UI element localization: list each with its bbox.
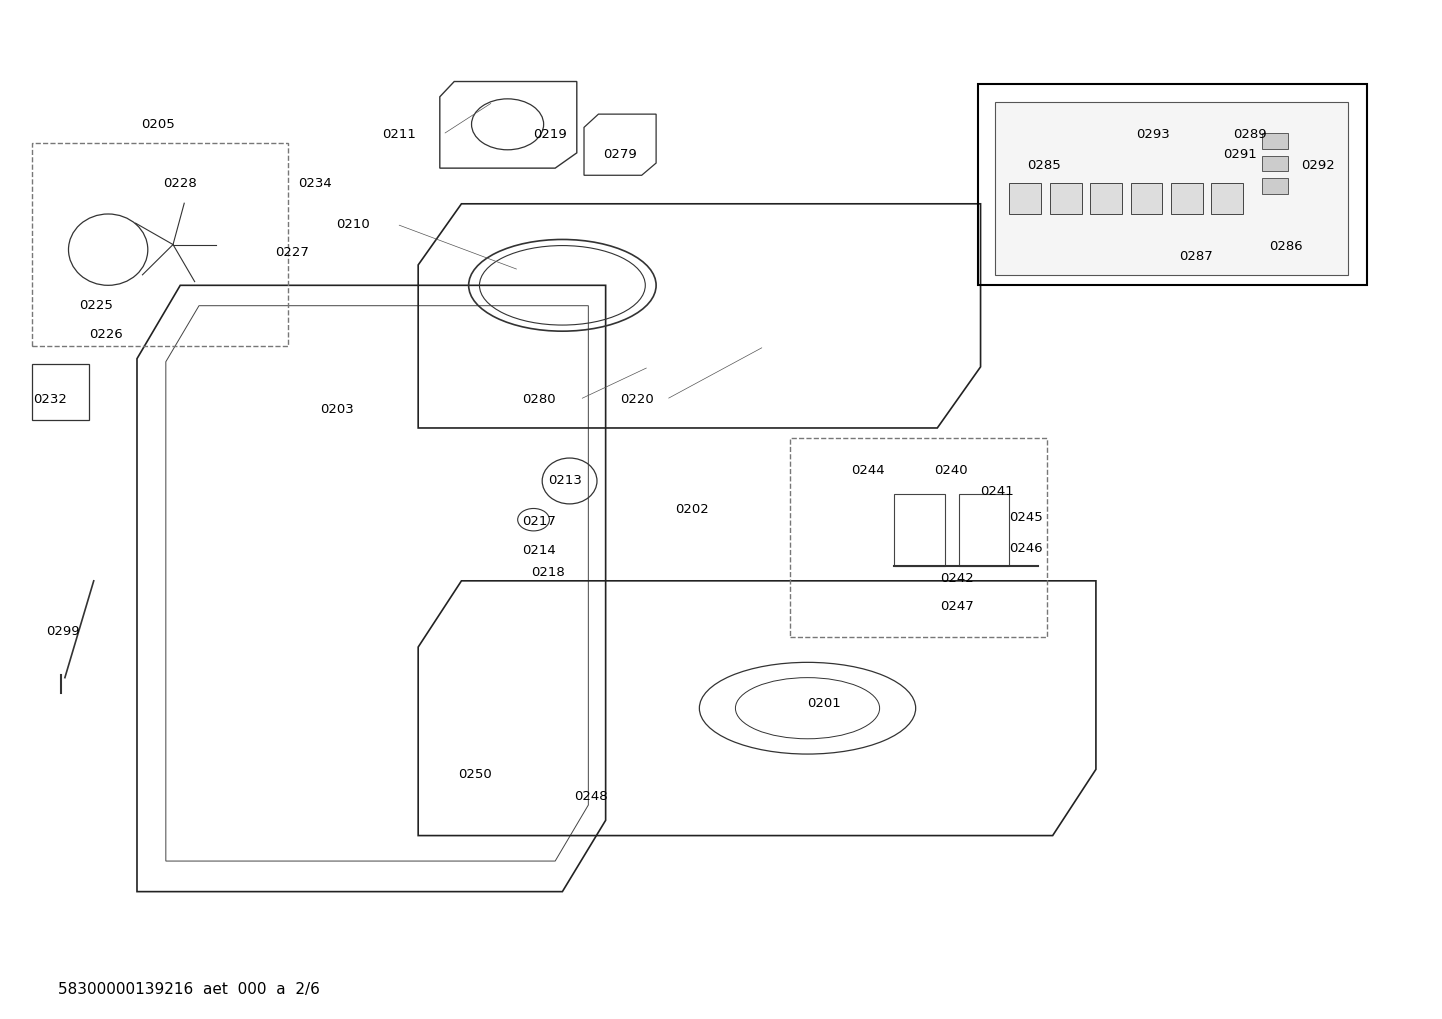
Text: 0202: 0202 <box>675 503 708 516</box>
Bar <box>1050 183 1082 214</box>
Text: 0242: 0242 <box>940 573 973 585</box>
Text: 0244: 0244 <box>851 465 884 477</box>
Text: 0291: 0291 <box>1223 149 1256 161</box>
Text: 0247: 0247 <box>940 600 973 612</box>
Bar <box>1262 156 1288 171</box>
Text: 0218: 0218 <box>531 567 564 579</box>
Text: 0280: 0280 <box>522 393 555 406</box>
Text: 0219: 0219 <box>534 128 567 141</box>
Text: 0217: 0217 <box>522 516 555 528</box>
Bar <box>1131 183 1162 214</box>
Text: 0279: 0279 <box>603 149 636 161</box>
Text: 0225: 0225 <box>79 300 112 312</box>
Text: 0210: 0210 <box>336 218 369 230</box>
Text: 0293: 0293 <box>1136 128 1169 141</box>
Text: 0205: 0205 <box>141 118 174 130</box>
Text: 0245: 0245 <box>1009 512 1043 524</box>
Text: 0241: 0241 <box>981 485 1014 497</box>
Bar <box>790 438 1047 637</box>
Text: 0228: 0228 <box>163 177 196 190</box>
Text: 0287: 0287 <box>1180 251 1213 263</box>
Text: 0292: 0292 <box>1301 159 1334 171</box>
Text: 0211: 0211 <box>382 128 415 141</box>
Bar <box>1171 183 1203 214</box>
Text: 0289: 0289 <box>1233 128 1266 141</box>
Text: 0201: 0201 <box>808 697 841 709</box>
Text: 0214: 0214 <box>522 544 555 556</box>
Bar <box>894 494 945 566</box>
Text: 0227: 0227 <box>275 247 309 259</box>
Text: 58300000139216  aet  000  a  2/6: 58300000139216 aet 000 a 2/6 <box>58 981 320 997</box>
Bar <box>978 84 1367 285</box>
Bar <box>32 143 288 346</box>
Text: 0220: 0220 <box>620 393 653 406</box>
Text: 0286: 0286 <box>1269 240 1302 253</box>
Bar <box>995 102 1348 275</box>
Bar <box>1009 183 1041 214</box>
Text: 0203: 0203 <box>320 404 353 416</box>
Text: 0232: 0232 <box>33 393 66 406</box>
Text: 0234: 0234 <box>298 177 332 190</box>
Text: 0299: 0299 <box>46 626 79 638</box>
Bar <box>959 494 1009 566</box>
Text: 0246: 0246 <box>1009 542 1043 554</box>
Bar <box>32 364 89 420</box>
Bar <box>1090 183 1122 214</box>
Text: 0250: 0250 <box>459 768 492 781</box>
Bar <box>1262 133 1288 149</box>
Text: 0240: 0240 <box>934 465 968 477</box>
Text: 0213: 0213 <box>548 475 581 487</box>
Text: 0248: 0248 <box>574 791 607 803</box>
Text: 0285: 0285 <box>1027 159 1060 171</box>
Bar <box>1262 178 1288 194</box>
Bar <box>1211 183 1243 214</box>
Text: 0226: 0226 <box>89 328 123 340</box>
